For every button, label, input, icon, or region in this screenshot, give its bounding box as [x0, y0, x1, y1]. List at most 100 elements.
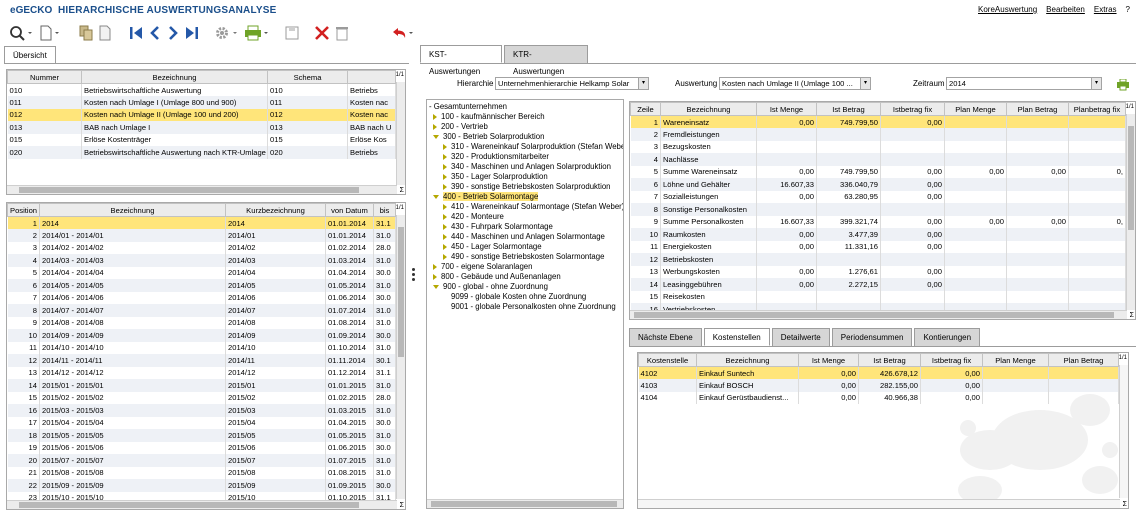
- result-hscroll[interactable]: [630, 310, 1127, 319]
- tree-hscroll[interactable]: [427, 499, 623, 508]
- col-ist-menge[interactable]: Ist Menge: [756, 102, 817, 116]
- col-plan-menge[interactable]: Plan Menge: [944, 102, 1007, 116]
- tree-node[interactable]: 700 - eigene Solaranlagen: [433, 262, 532, 272]
- table-row[interactable]: 012 Kosten nach Umlage II (Umlage 100 und…: [7, 108, 396, 121]
- table-row[interactable]: 6 2014/05 - 2014/05 2014/05 01.05.2014 31.0: [7, 279, 396, 292]
- copy-icon[interactable]: [78, 24, 96, 42]
- col-nummer[interactable]: Nummer: [7, 70, 82, 84]
- table-row[interactable]: 10 2014/09 - 2014/09 2014/09 01.09.2014 30.0: [7, 329, 396, 342]
- collapsed-arrow-icon[interactable]: [443, 183, 447, 190]
- table-row[interactable]: 1 Wareneinsatz 0,00 749.799,50 0,00: [630, 115, 1126, 128]
- next-icon[interactable]: [166, 24, 180, 42]
- collapsed-arrow-icon[interactable]: [433, 273, 437, 280]
- table-row[interactable]: 4104 Einkauf Gerüstbaudienst... 0,00 40.966…: [638, 391, 1119, 404]
- table-row[interactable]: 9 2014/08 - 2014/08 2014/08 01.08.2014 31.0: [7, 316, 396, 329]
- trash-icon[interactable]: [334, 24, 350, 42]
- tree-node[interactable]: 300 - Betrieb Solarproduktion: [433, 132, 544, 142]
- table-row[interactable]: 15 2015/02 - 2015/02 2015/02 01.02.2015 28.0: [7, 391, 396, 404]
- tree-node[interactable]: 350 - Lager Solarproduktion: [443, 172, 548, 182]
- collapsed-arrow-icon[interactable]: [433, 263, 437, 270]
- table-row[interactable]: 20 2015/07 - 2015/07 2015/07 01.07.2015 31.0: [7, 454, 396, 467]
- table-row[interactable]: 17 2015/04 - 2015/04 2015/04 01.04.2015 30.0: [7, 416, 396, 429]
- settings-icon[interactable]: [214, 24, 240, 42]
- table-row[interactable]: 21 2015/08 - 2015/08 2015/08 01.08.2015 31.0: [7, 466, 396, 479]
- chevron-down-icon[interactable]: ▾: [860, 78, 870, 89]
- collapsed-arrow-icon[interactable]: [443, 243, 447, 250]
- sigma-icon[interactable]: Σ: [399, 187, 404, 194]
- table-row[interactable]: 015 Erlöse Kostenträger 015 Erlöse Kos: [7, 133, 396, 146]
- expanded-arrow-icon[interactable]: [433, 194, 439, 199]
- col-plan-betrag[interactable]: Plan Betrag: [1048, 353, 1119, 367]
- table-row[interactable]: 2 Fremdleistungen: [630, 128, 1126, 141]
- tree-node[interactable]: 9001 - globale Personalkosten ohne Zuord…: [443, 302, 616, 312]
- table-row[interactable]: 13 Werbungskosten 0,00 1.276,61 0,00: [630, 265, 1126, 278]
- tree-node[interactable]: 900 - global - ohne Zuordnung: [433, 282, 548, 292]
- collapsed-arrow-icon[interactable]: [443, 143, 447, 150]
- menu-koreauswertung[interactable]: KoreAuswertung: [978, 5, 1038, 14]
- sigma-icon[interactable]: Σ: [399, 502, 404, 509]
- collapsed-arrow-icon[interactable]: [433, 123, 437, 130]
- col-plan-betrag[interactable]: Plan Betrag: [1006, 102, 1069, 116]
- col-istbetrag-fix[interactable]: Istbetrag fix: [880, 102, 945, 116]
- table-row[interactable]: 6 Löhne und Gehälter 16.607,33 336.040,79 0,…: [630, 178, 1126, 191]
- col-extra[interactable]: [347, 70, 396, 84]
- zeitraum-select[interactable]: 2014 ▾: [946, 77, 1102, 90]
- tab-kst-auswertungen[interactable]: KST-Auswertungen: [420, 45, 502, 76]
- period-hscroll[interactable]: [7, 500, 397, 509]
- sigma-icon[interactable]: Σ: [1129, 312, 1134, 319]
- tree-node[interactable]: 420 - Monteure: [443, 212, 504, 222]
- table-row[interactable]: 13 2014/12 - 2014/12 2014/12 01.12.2014 31.1: [7, 366, 396, 379]
- menu-extras[interactable]: Extras: [1093, 5, 1117, 14]
- col-bezeichnung[interactable]: Bezeichnung: [39, 203, 226, 217]
- col-planbetrag-fix[interactable]: Planbetrag fix: [1068, 102, 1126, 116]
- table-row[interactable]: 10 Raumkosten 0,00 3.477,39 0,00: [630, 228, 1126, 241]
- col-kurzbezeichnung[interactable]: Kurzbezeichnung: [225, 203, 326, 217]
- col-ist-betrag[interactable]: Ist Betrag: [858, 353, 921, 367]
- table-row[interactable]: 12 2014/11 - 2014/11 2014/11 01.11.2014 30.1: [7, 354, 396, 367]
- sigma-icon[interactable]: Σ: [1122, 501, 1127, 508]
- table-row[interactable]: 020 Betriebswirtschaftliche Auswertung na…: [7, 146, 396, 159]
- col-bezeichnung[interactable]: Bezeichnung: [660, 102, 757, 116]
- table-row[interactable]: 5 Summe Wareneinsatz 0,00 749.799,50 0,00 0,0…: [630, 165, 1126, 178]
- prev-icon[interactable]: [148, 24, 162, 42]
- expanded-arrow-icon[interactable]: [433, 134, 439, 139]
- col-von-datum[interactable]: von Datum: [325, 203, 374, 217]
- chevron-down-icon[interactable]: ▾: [1091, 78, 1101, 89]
- table-row[interactable]: 22 2015/09 - 2015/09 2015/09 01.09.2015 30.0: [7, 479, 396, 492]
- tab-kontierungen[interactable]: Kontierungen: [914, 328, 981, 346]
- hierarchie-select[interactable]: Unternehmenhierarchie Helkamp Solar ▾: [495, 77, 649, 90]
- tab-uebersicht[interactable]: Übersicht: [4, 46, 56, 64]
- table-row[interactable]: 9 Summe Personalkosten 16.607,33 399.321,74…: [630, 215, 1126, 228]
- table-row[interactable]: 14 Leasinggebühren 0,00 2.272,15 0,00: [630, 278, 1126, 291]
- tab-ktr-auswertungen[interactable]: KTR-Auswertungen: [504, 45, 588, 76]
- col-ist-menge[interactable]: Ist Menge: [798, 353, 859, 367]
- collapsed-arrow-icon[interactable]: [443, 213, 447, 220]
- table-row[interactable]: 12 Betriebskosten: [630, 253, 1126, 266]
- result-vscroll[interactable]: [1126, 114, 1135, 310]
- period-vscroll[interactable]: [396, 215, 405, 499]
- delete-icon[interactable]: [314, 24, 330, 42]
- table-row[interactable]: 5 2014/04 - 2014/04 2014/04 01.04.2014 30.0: [7, 266, 396, 279]
- col-istbetrag-fix[interactable]: Istbetrag fix: [920, 353, 983, 367]
- undo-icon[interactable]: [390, 24, 416, 42]
- table-row[interactable]: 011 Kosten nach Umlage I (Umlage 800 und …: [7, 96, 396, 109]
- chevron-down-icon[interactable]: ▾: [638, 78, 648, 89]
- collapsed-arrow-icon[interactable]: [433, 113, 437, 120]
- print-icon[interactable]: [1116, 76, 1130, 94]
- tree-node[interactable]: 9099 - globale Kosten ohne Zuordnung: [443, 292, 586, 302]
- table-row[interactable]: 14 2015/01 - 2015/01 2015/01 01.01.2015 31.0: [7, 379, 396, 392]
- tree-node[interactable]: 440 - Maschinen und Anlagen Solarmontage: [443, 232, 605, 242]
- paste-icon[interactable]: [98, 24, 112, 42]
- tree-node[interactable]: 800 - Gebäude und Außenanlagen: [433, 272, 561, 282]
- table-row[interactable]: 11 Energiekosten 0,00 11.331,16 0,00: [630, 240, 1126, 253]
- schema-vscroll[interactable]: [396, 82, 405, 185]
- col-plan-menge[interactable]: Plan Menge: [982, 353, 1049, 367]
- tree-node[interactable]: 310 - Wareneinkauf Solarproduktion (Stef…: [443, 142, 623, 152]
- expanded-arrow-icon[interactable]: [433, 284, 439, 289]
- col-kostenstelle[interactable]: Kostenstelle: [638, 353, 697, 367]
- tree-node[interactable]: 400 - Betrieb Solarmontage: [433, 192, 539, 202]
- col-bis[interactable]: bis: [373, 203, 396, 217]
- collapsed-arrow-icon[interactable]: [443, 173, 447, 180]
- tab-periodensummen[interactable]: Periodensummen: [831, 328, 913, 346]
- col-ist-betrag[interactable]: Ist Betrag: [816, 102, 881, 116]
